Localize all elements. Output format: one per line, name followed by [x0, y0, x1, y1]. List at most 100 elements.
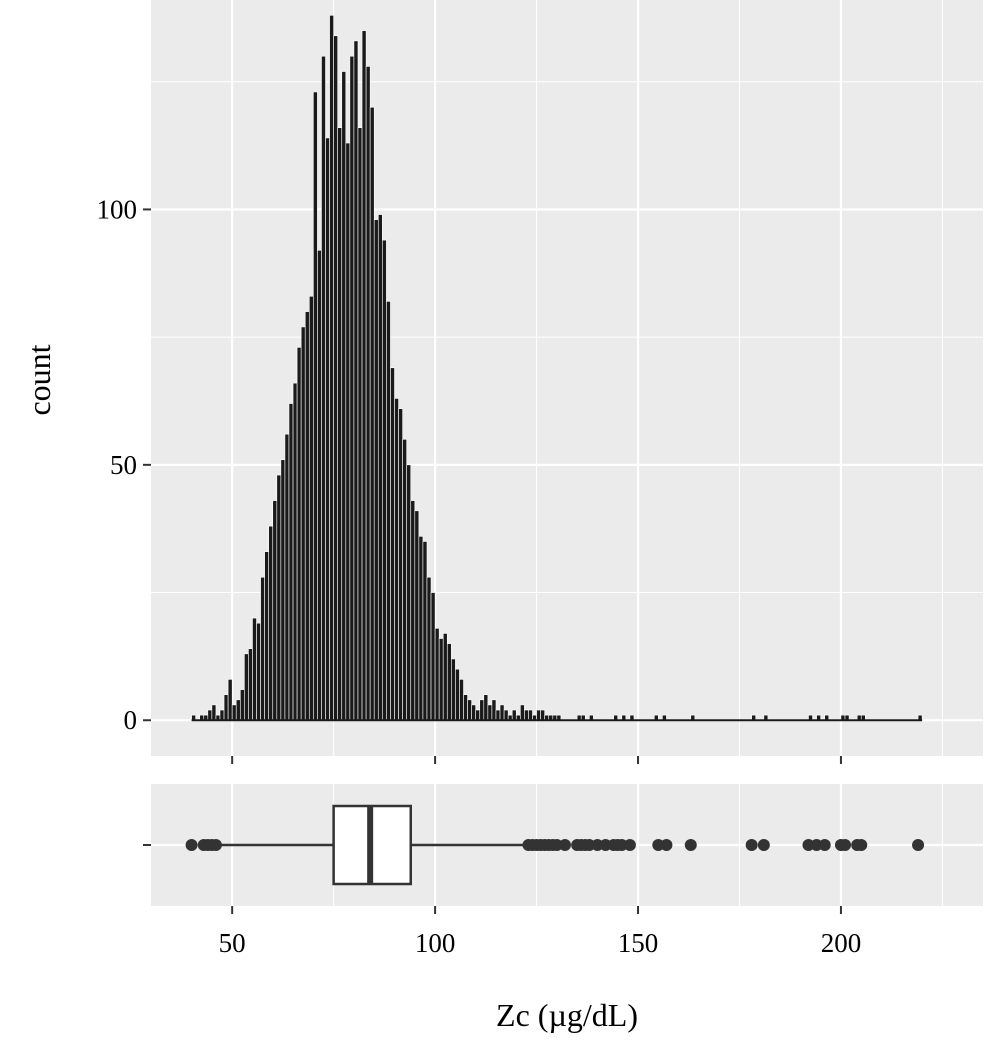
histogram-bar	[524, 709, 529, 721]
histogram-bar	[438, 638, 444, 721]
outlier-point	[558, 839, 571, 851]
histogram-bar	[487, 704, 493, 721]
histogram-bar	[479, 699, 485, 721]
histogram-bar	[390, 367, 395, 721]
boxplot-outliers	[185, 839, 925, 851]
histogram-bar	[276, 474, 282, 721]
histogram-bar	[528, 709, 533, 721]
histogram-bar	[442, 633, 448, 721]
x-tick-label: 100	[415, 928, 456, 958]
x-tick-label: 50	[219, 928, 246, 958]
histogram-bar	[272, 500, 278, 721]
histogram-bar	[227, 679, 233, 721]
histogram-bar	[288, 403, 294, 721]
histogram-bar	[451, 658, 456, 721]
histogram-bar	[337, 127, 343, 721]
histogram-bar	[455, 668, 460, 721]
histogram-bar	[300, 326, 306, 721]
y-axis-ticks: 0 50 100	[97, 194, 151, 735]
histogram-bar	[325, 137, 330, 721]
outlier-point	[757, 839, 770, 851]
histogram-bar	[467, 699, 472, 721]
histogram-bar	[353, 40, 359, 721]
x-tick-label: 200	[821, 928, 862, 958]
outlier-point	[185, 839, 198, 851]
histogram-bar	[268, 525, 274, 721]
histogram-bar	[540, 709, 545, 721]
histogram-bar	[211, 704, 217, 721]
histogram-bar	[377, 214, 383, 721]
outlier-point	[912, 839, 925, 851]
histogram-bar	[402, 438, 407, 721]
outlier-point	[839, 839, 852, 851]
histogram-bar	[463, 694, 468, 721]
histogram-bars	[191, 15, 923, 722]
histogram-bar	[313, 91, 318, 721]
histogram-bar	[499, 704, 505, 721]
histogram-bar	[483, 694, 489, 721]
histogram-bar	[495, 709, 501, 721]
histogram-bar	[341, 71, 347, 721]
outlier-point	[745, 839, 758, 851]
histogram-bar	[471, 704, 476, 721]
histogram-bar	[475, 709, 481, 721]
histogram-bar	[329, 15, 334, 721]
histogram-bar	[231, 704, 237, 721]
histogram-bar	[365, 66, 371, 721]
histogram-bar	[317, 249, 322, 721]
histogram-bar	[321, 55, 326, 721]
outlier-point	[855, 839, 868, 851]
outlier-point	[209, 839, 222, 851]
histogram-bar	[260, 576, 265, 721]
histogram-bar	[430, 592, 436, 721]
histogram-bar	[333, 35, 338, 721]
x-axis-ticks: 50 100 150 200	[219, 756, 862, 958]
outlier-point	[660, 839, 673, 851]
histogram-bar	[410, 500, 416, 721]
histogram-bar	[296, 347, 302, 721]
histogram-bar	[284, 433, 290, 721]
outlier-point	[818, 839, 831, 851]
x-axis-title: Zc (µg/dL)	[496, 997, 638, 1033]
y-axis-title: count	[21, 344, 57, 415]
y-tick-label: 50	[110, 450, 137, 480]
histogram-bar	[398, 408, 403, 721]
y-tick-label: 0	[124, 705, 138, 735]
histogram-bar	[345, 142, 351, 721]
histogram-bar	[394, 398, 399, 721]
histogram-bar	[292, 382, 298, 721]
histogram-bar	[446, 643, 452, 721]
histogram-bar	[264, 551, 269, 721]
y-tick-label: 100	[97, 194, 138, 224]
histogram-bar	[304, 311, 310, 721]
histogram-bar	[280, 459, 286, 721]
histogram-bar	[422, 541, 428, 721]
histogram-bar	[252, 617, 257, 721]
histogram-bar	[369, 106, 375, 721]
histogram-bar	[239, 689, 245, 721]
histogram-bar	[426, 576, 432, 721]
histogram-bar	[223, 694, 229, 721]
histogram-bar	[386, 301, 391, 721]
histogram-bar	[256, 622, 261, 721]
histogram-bar	[406, 464, 412, 721]
histogram-bar	[418, 536, 424, 721]
histogram-bar	[244, 653, 249, 721]
boxplot	[219, 804, 525, 886]
outlier-point	[623, 839, 636, 851]
histogram-bar	[491, 699, 497, 721]
histogram-bar	[308, 295, 314, 721]
histogram-bar	[219, 709, 225, 721]
histogram-bar	[520, 704, 525, 721]
histogram-bar	[207, 709, 213, 721]
histogram-bar	[382, 239, 387, 721]
histogram-bar	[361, 30, 367, 721]
x-tick-label: 150	[618, 928, 659, 958]
histogram-bar	[373, 219, 379, 721]
histogram-bar	[235, 699, 241, 721]
outlier-point	[684, 839, 697, 851]
histogram-bar	[248, 648, 253, 721]
histogram-bar	[349, 55, 355, 721]
histogram-bar	[434, 627, 440, 721]
